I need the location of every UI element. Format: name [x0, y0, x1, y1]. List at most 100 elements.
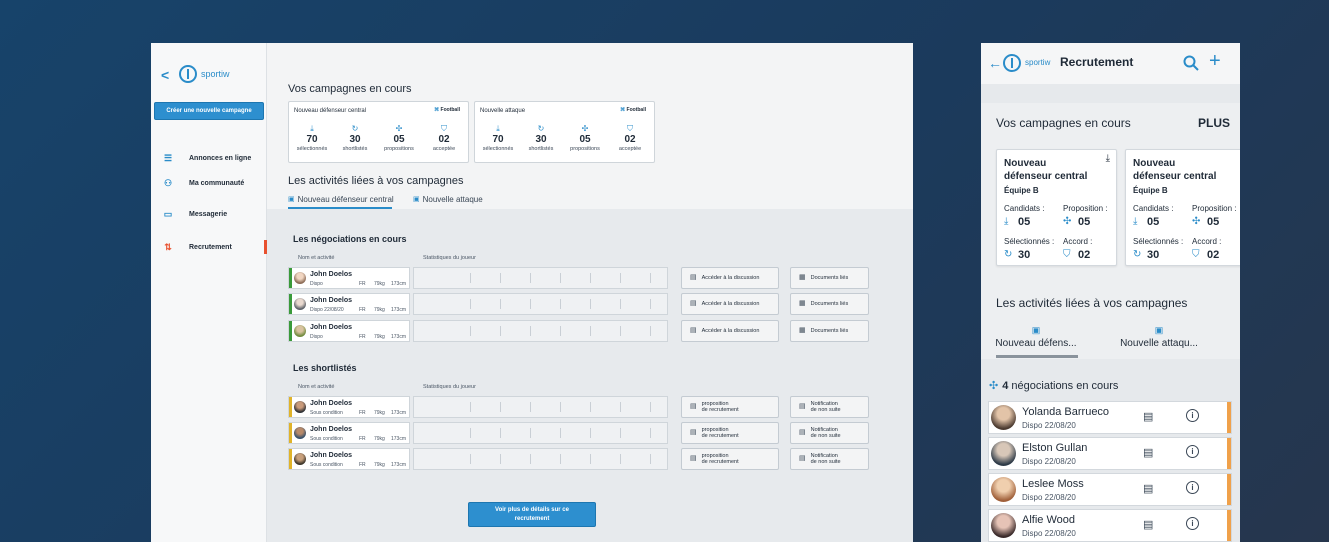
back-arrow-icon[interactable]: ←: [988, 55, 1002, 71]
stat-value: 30: [349, 134, 361, 145]
documents-button[interactable]: ▦ Documents liés: [790, 293, 869, 315]
add-icon[interactable]: +: [1209, 50, 1221, 72]
download-icon[interactable]: ⤓: [1105, 153, 1110, 164]
button-label-line: de recrutement: [701, 407, 739, 413]
table-row[interactable]: John Doelos Dispo FR 79kg 173cm ▤ Accéde…: [288, 320, 869, 342]
stat-divider: [650, 299, 651, 309]
list-item[interactable]: Leslee Moss Dispo 22/08/20 ▤ i: [988, 473, 1232, 506]
player-weight: 79kg: [374, 436, 385, 442]
tab-nouvelle-attaque[interactable]: ▣ Nouvelle attaque: [413, 193, 483, 205]
tab-nouvelle-attaque[interactable]: ▣ Nouvelle attaqu...: [1114, 325, 1204, 349]
tab-nouveau-defenseur[interactable]: ▣ Nouveau défenseur central: [288, 193, 394, 205]
documents-button[interactable]: ▦ Documents liés: [790, 267, 869, 289]
info-icon[interactable]: i: [1186, 481, 1199, 494]
candidats-value: 05: [1018, 216, 1031, 228]
more-details-button[interactable]: Voir plus de détails sur ce recrutement: [468, 502, 596, 527]
nav-item-recrutement[interactable]: ⇅ Recrutement: [161, 240, 267, 254]
list-item[interactable]: Alfie Wood Dispo 22/08/20 ▤ i: [988, 509, 1232, 542]
player-status: Dispo 22/08/20: [1022, 529, 1076, 538]
shield-check-icon: ⛉: [441, 124, 447, 133]
open-discussion-button[interactable]: ▤ Accéder à la discussion: [681, 267, 779, 289]
table-row[interactable]: John Doelos Sous condition FR 79kg 173cm…: [288, 448, 869, 470]
list-item[interactable]: Elston Gullan Dispo 22/08/20 ▤ i: [988, 437, 1232, 470]
campaign-card[interactable]: Nouveau défenseur central ⤓ Équipe B Cand…: [996, 149, 1117, 266]
info-icon[interactable]: i: [1186, 409, 1199, 422]
chat-icon[interactable]: ▤: [1143, 519, 1154, 531]
nav-item-annonces[interactable]: ☰ Annonces en ligne: [161, 151, 267, 165]
column-header-stats: Statistiques du joueur: [423, 384, 476, 390]
info-icon[interactable]: i: [1186, 445, 1199, 458]
info-icon[interactable]: i: [1186, 517, 1199, 530]
chat-icon[interactable]: ▤: [1143, 483, 1154, 495]
campaign-card[interactable]: Nouveau défenseur central Équipe B Candid…: [1125, 149, 1240, 266]
player-nationality: FR: [359, 334, 366, 340]
create-campaign-button[interactable]: Créer une nouvelle campagne: [154, 102, 264, 120]
button-label-line: de recrutement: [701, 433, 739, 439]
player-name: John Doelos: [310, 271, 353, 278]
back-arrow-icon[interactable]: <: [161, 67, 170, 83]
stat-value: 70: [306, 134, 318, 145]
table-row[interactable]: John Doelos Dispo FR 79kg 173cm ▤ Accéde…: [288, 267, 869, 289]
stat-value: 02: [438, 134, 450, 145]
button-label-line: proposition: [701, 453, 729, 459]
player-stats: [413, 448, 668, 470]
open-discussion-button[interactable]: ▤ Accéder à la discussion: [681, 320, 779, 342]
table-row[interactable]: John Doelos Sous condition FR 79kg 173cm…: [288, 422, 869, 444]
chat-icon: ▤: [690, 455, 697, 462]
chat-icon[interactable]: ▤: [1143, 447, 1154, 459]
recruitment-proposal-button[interactable]: ▤ proposition de recrutement: [681, 422, 779, 444]
search-icon[interactable]: [1183, 55, 1199, 71]
player-cell: John Doelos Dispo 22/08/20 FR 79kg 173cm: [288, 293, 410, 315]
player-height: 173cm: [391, 462, 407, 468]
chat-icon[interactable]: ▤: [1143, 411, 1154, 423]
tab-label: Nouvelle attaque: [422, 194, 483, 204]
tab-nouveau-defenseur[interactable]: ▣ Nouveau défens...: [991, 325, 1081, 349]
stat-accepted: ⛉ 02 acceptée: [422, 124, 466, 152]
avatar: [294, 298, 306, 310]
nav-item-messagerie[interactable]: ▭ Messagerie: [161, 207, 267, 221]
campaign-card[interactable]: Nouveau défenseur central Football ⤓ 70 …: [288, 101, 469, 163]
message-icon: ▤: [799, 455, 806, 462]
main-bottom-area: [267, 209, 913, 542]
status-bar: [1227, 402, 1231, 433]
recruitment-proposal-button[interactable]: ▤ proposition de recrutement: [681, 448, 779, 470]
more-link[interactable]: PLUS: [1198, 116, 1231, 130]
documents-button[interactable]: ▦ Documents liés: [790, 320, 869, 342]
avatar: [991, 513, 1016, 538]
campaigns-title: Vos campagnes en cours: [996, 116, 1131, 130]
campaign-title-line: Nouveau: [1004, 158, 1047, 169]
desktop-app: < sportiw Créer une nouvelle campagne ☰ …: [151, 43, 913, 542]
player-status: Sous condition: [310, 436, 343, 442]
table-row[interactable]: John Doelos Sous condition FR 79kg 173cm…: [288, 396, 869, 418]
sidebar: < sportiw Créer une nouvelle campagne ☰ …: [151, 43, 267, 542]
player-name: Elston Gullan: [1022, 442, 1088, 454]
stat-label: acceptée: [432, 146, 456, 152]
nav-item-label: Annonces en ligne: [189, 154, 252, 162]
player-cell: John Doelos Sous condition FR 79kg 173cm: [288, 422, 410, 444]
player-status: Sous condition: [310, 410, 343, 416]
button-label: Documents liés: [810, 301, 849, 307]
list-item[interactable]: Yolanda Barrueco Dispo 22/08/20 ▤ i: [988, 401, 1232, 434]
stat-divider: [500, 326, 501, 336]
open-discussion-button[interactable]: ▤ Accéder à la discussion: [681, 293, 779, 315]
player-cell: John Doelos Dispo FR 79kg 173cm: [288, 267, 410, 289]
rejection-notice-button[interactable]: ▤ Notification de non suite: [790, 448, 869, 470]
campaign-card[interactable]: Nouvelle attaque Football ⤓ 70 sélection…: [474, 101, 655, 163]
stat-divider: [590, 299, 591, 309]
button-label-line: proposition: [701, 427, 729, 433]
rejection-notice-button[interactable]: ▤ Notification de non suite: [790, 396, 869, 418]
stat-divider: [650, 454, 651, 464]
candidats-label: Candidats :: [1004, 204, 1045, 213]
brand-name: sportiw: [1025, 58, 1051, 67]
activities-title: Les activités liées à vos campagnes: [996, 296, 1188, 310]
rejection-notice-button[interactable]: ▤ Notification de non suite: [790, 422, 869, 444]
shield-check-icon: ⛉: [1063, 249, 1071, 260]
campaign-title: Nouveau défenseur central: [1133, 157, 1233, 183]
player-height: 173cm: [391, 436, 407, 442]
table-row[interactable]: John Doelos Dispo 22/08/20 FR 79kg 173cm…: [288, 293, 869, 315]
avatar: [294, 401, 306, 413]
player-nationality: FR: [359, 462, 366, 468]
target-icon: ✣: [395, 124, 403, 133]
recruitment-proposal-button[interactable]: ▤ proposition de recrutement: [681, 396, 779, 418]
nav-item-communaute[interactable]: ⚇ Ma communauté: [161, 176, 267, 190]
